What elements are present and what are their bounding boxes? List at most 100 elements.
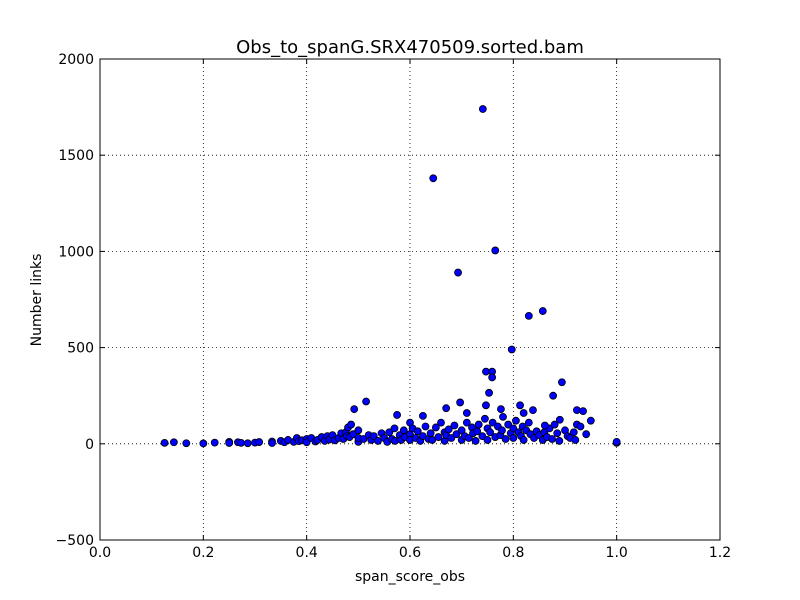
- scatter-point: [485, 388, 493, 397]
- y-tick-label: 500: [67, 341, 94, 357]
- scatter-point: [553, 429, 562, 438]
- scatter-point: [237, 438, 245, 447]
- scatter-point: [444, 425, 453, 434]
- x-tick-label: 0.4: [296, 545, 318, 561]
- scatter-point: [509, 434, 518, 442]
- scatter-point: [519, 436, 528, 444]
- scatter-point: [483, 436, 492, 444]
- scatter-point: [390, 424, 399, 433]
- y-axis-label: Number links: [29, 254, 45, 347]
- scatter-point: [524, 311, 533, 320]
- x-tick-label: 1.0: [606, 545, 628, 561]
- y-tick-label: −500: [56, 533, 94, 549]
- y-tick-label: 0: [85, 437, 94, 453]
- scatter-point: [456, 398, 465, 407]
- chart-title: Obs_to_spanG.SRX470509.sorted.bam: [236, 37, 584, 58]
- scatter-point: [519, 409, 528, 417]
- scatter-point: [225, 439, 234, 447]
- scatter-point: [399, 426, 408, 435]
- scatter-point: [199, 439, 208, 448]
- scatter-point: [555, 437, 564, 445]
- scatter-point: [482, 401, 490, 410]
- scatter-point: [350, 405, 359, 414]
- x-tick-label: 0.0: [89, 545, 111, 561]
- scatter-point: [447, 434, 456, 442]
- scatter-point: [413, 427, 422, 436]
- scatter-point: [462, 409, 471, 417]
- scatter-point: [550, 420, 559, 429]
- scatter-point: [576, 422, 585, 431]
- scatter-point: [512, 416, 520, 425]
- scatter-point: [421, 422, 430, 431]
- x-tick-label: 0.2: [192, 545, 214, 561]
- scatter-point: [347, 420, 356, 429]
- scatter-point: [555, 415, 564, 424]
- scatter-point: [462, 418, 471, 427]
- scatter-point: [524, 418, 533, 427]
- scatter-point: [426, 429, 435, 438]
- scatter-point: [582, 430, 591, 439]
- scatter-point: [499, 412, 507, 421]
- scatter-point: [429, 174, 438, 183]
- y-tick-label: 1500: [58, 148, 94, 164]
- scatter-point: [437, 418, 445, 427]
- scatter-point: [471, 437, 480, 445]
- scatter-point: [268, 439, 276, 447]
- scatter-point: [540, 421, 549, 430]
- scatter-point: [182, 439, 191, 448]
- scatter-point: [481, 414, 489, 423]
- scatter-point: [428, 436, 437, 444]
- plot-frame: [99, 58, 721, 541]
- x-tick-label: 1.2: [709, 545, 731, 561]
- scatter-point: [419, 412, 427, 420]
- scatter-point: [478, 105, 487, 113]
- scatter-point: [488, 373, 497, 382]
- x-tick-label: 0.8: [502, 545, 524, 561]
- x-axis-label: span_score_obs: [355, 569, 465, 585]
- x-tick-label: 0.6: [399, 545, 421, 561]
- scatter-point: [516, 401, 524, 410]
- scatter-point: [549, 391, 558, 400]
- scatter-point: [385, 428, 394, 437]
- scatter-point: [474, 420, 483, 429]
- scatter-point: [255, 438, 264, 446]
- scatter-point: [612, 437, 621, 446]
- scatter-point: [160, 438, 169, 447]
- scatter-point: [548, 435, 556, 443]
- scatter-point: [450, 421, 459, 430]
- scatter-point: [452, 430, 461, 439]
- scatter-point: [529, 406, 537, 415]
- y-tick-label: 2000: [58, 52, 94, 68]
- scatter-point: [210, 438, 219, 447]
- scatter-point: [169, 438, 178, 447]
- scatter-point: [507, 345, 516, 354]
- scatter-point: [478, 432, 487, 441]
- scatter-point: [454, 268, 462, 277]
- scatter-point: [579, 407, 587, 415]
- scatter-point: [558, 378, 566, 387]
- y-tick-label: 1000: [58, 244, 94, 260]
- scatter-point: [393, 411, 401, 419]
- scatter-point: [538, 307, 547, 315]
- scatter-point: [362, 397, 370, 406]
- scatter-point: [498, 426, 506, 435]
- scatter-point: [509, 424, 518, 433]
- scatter-point: [359, 435, 368, 443]
- scatter-point: [586, 416, 595, 425]
- scatter-point: [569, 428, 578, 437]
- scatter-point: [431, 423, 440, 432]
- scatter-point: [349, 430, 358, 439]
- scatter-point: [486, 428, 494, 437]
- scatter-point: [374, 437, 382, 445]
- scatter-point: [491, 246, 500, 255]
- scatter-point: [571, 436, 580, 444]
- scatter-point: [501, 435, 510, 443]
- scatter-point: [442, 404, 451, 413]
- scatter-point: [488, 418, 497, 427]
- scatter-point: [354, 426, 363, 435]
- scatter-point: [497, 405, 505, 414]
- scatter-point: [243, 439, 252, 448]
- scatter-point: [434, 433, 443, 441]
